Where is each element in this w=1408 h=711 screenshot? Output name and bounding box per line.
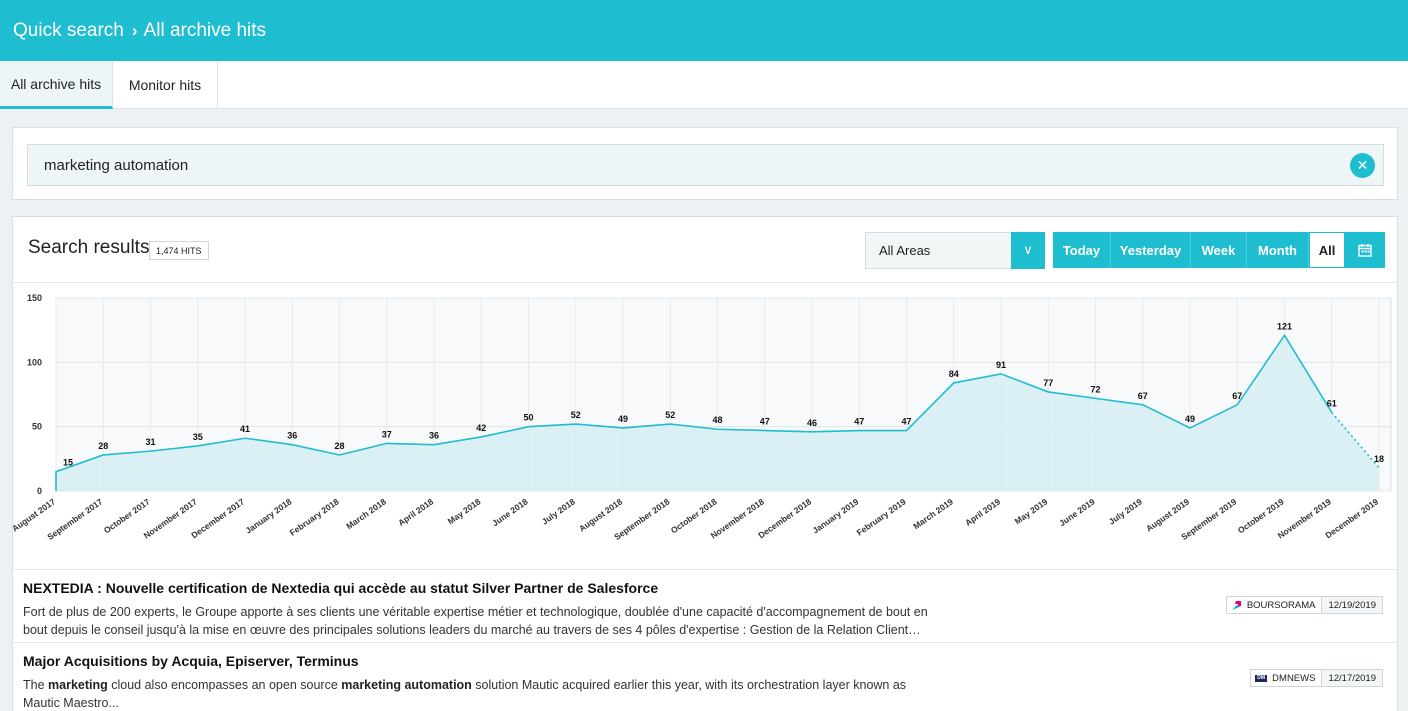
article-snippet: Fort de plus de 200 experts, le Groupe a…: [23, 605, 928, 637]
data-label: 47: [854, 417, 864, 427]
article-title[interactable]: Major Acquisitions by Acquia, Episerver,…: [23, 653, 359, 669]
x-tick-label: January 2018: [244, 496, 294, 535]
highlight-term: marketing automation: [341, 678, 472, 692]
data-label: 48: [712, 415, 722, 425]
x-tick-label: December 2018: [756, 496, 813, 540]
data-label: 50: [523, 413, 533, 423]
calendar-icon[interactable]: [1345, 232, 1385, 268]
header-bar: Quick search › All archive hits: [0, 0, 1408, 61]
article-snippet: The marketing cloud also encompasses an …: [23, 678, 907, 710]
data-label: 52: [665, 410, 675, 420]
article-title[interactable]: NEXTEDIA : Nouvelle certification de Nex…: [23, 580, 659, 596]
data-label: 28: [98, 441, 108, 451]
data-label: 36: [287, 431, 297, 441]
results-panel: Search results 1,474 HITS All Areas ∨ To…: [12, 216, 1398, 711]
list-item[interactable]: Major Acquisitions by Acquia, Episerver,…: [13, 642, 1397, 711]
data-label: 67: [1232, 391, 1242, 401]
data-label: 36: [429, 431, 439, 441]
results-title: Search results: [28, 237, 150, 258]
source-name: DMNEWS: [1272, 672, 1316, 684]
list-item[interactable]: NEXTEDIA : Nouvelle certification de Nex…: [13, 569, 1397, 642]
x-tick-label: April 2018: [396, 496, 435, 528]
clear-search-icon[interactable]: ✕: [1350, 153, 1375, 178]
breadcrumb-current: All archive hits: [143, 19, 267, 41]
data-label: 28: [334, 441, 344, 451]
x-tick-label: July 2019: [1107, 496, 1144, 526]
tab-all-archive-hits[interactable]: All archive hits: [0, 61, 113, 109]
data-label: 41: [240, 424, 250, 434]
data-label: 46: [807, 418, 817, 428]
area-select-value: All Areas: [879, 243, 931, 258]
dmnews-logo-icon: DM: [1255, 674, 1268, 682]
article-date: 12/17/2019: [1322, 670, 1382, 686]
tab-bar: All archive hits Monitor hits: [0, 61, 1408, 109]
data-label: 47: [901, 417, 911, 427]
x-tick-label: December 2019: [1323, 496, 1380, 540]
x-tick-label: December 2017: [189, 496, 246, 540]
x-tick-label: August 2017: [13, 496, 57, 533]
range-week-button[interactable]: Week: [1191, 232, 1247, 268]
range-yesterday-button[interactable]: Yesterday: [1111, 232, 1191, 268]
data-label: 37: [382, 429, 392, 439]
data-label: 84: [949, 369, 959, 379]
article-date: 12/19/2019: [1322, 597, 1382, 613]
search-box: ✕: [27, 144, 1384, 186]
data-label: 67: [1138, 391, 1148, 401]
source-badge: BOURSORAMA 12/19/2019: [1225, 596, 1383, 614]
y-tick-label: 0: [37, 486, 42, 496]
x-tick-label: March 2018: [344, 496, 388, 531]
hits-chart: 0 50 100 150 15 28 31 35 41 36 28 37 36 42 50 52 49 52 48 4…: [13, 284, 1397, 569]
y-tick-label: 100: [27, 357, 42, 367]
data-label: 61: [1327, 399, 1337, 409]
data-label: 35: [193, 432, 203, 442]
breadcrumb-root[interactable]: Quick search: [13, 19, 124, 41]
source-badge: DM DMNEWS 12/17/2019: [1250, 669, 1383, 687]
data-label: 72: [1090, 384, 1100, 394]
data-label: 121: [1277, 321, 1292, 331]
date-range-group: Today Yesterday Week Month All: [1053, 232, 1385, 268]
x-tick-label: May 2019: [1013, 496, 1050, 526]
data-label: 42: [476, 423, 486, 433]
x-tick-label: March 2019: [911, 496, 955, 531]
tab-monitor-hits[interactable]: Monitor hits: [113, 61, 218, 109]
range-today-button[interactable]: Today: [1053, 232, 1111, 268]
results-header: Search results 1,474 HITS All Areas ∨ To…: [13, 217, 1397, 283]
x-tick-label: June 2019: [1057, 496, 1097, 528]
x-tick-label: July 2018: [540, 496, 577, 526]
data-label: 31: [145, 437, 155, 447]
source-name: BOURSORAMA: [1246, 599, 1316, 611]
x-tick-label: May 2018: [446, 496, 483, 526]
data-label: 91: [996, 360, 1006, 370]
chevron-right-icon: ›: [131, 20, 138, 40]
x-tick-label: August 2018: [577, 496, 624, 533]
highlight-term: marketing: [48, 678, 108, 692]
x-tick-label: January 2019: [811, 496, 861, 535]
area-select[interactable]: All Areas ∨: [865, 231, 1045, 269]
boursorama-logo-icon: [1231, 600, 1241, 610]
x-tick-label: February 2019: [855, 496, 908, 537]
series-line: [55, 333, 1333, 491]
chevron-down-icon[interactable]: ∨: [1011, 231, 1045, 269]
range-all-button[interactable]: All: [1309, 232, 1345, 268]
y-tick-label: 150: [27, 293, 42, 303]
hits-chart-svg: 0 50 100 150 15 28 31 35 41 36 28 37 36 42 50 52 49 52 48 4…: [13, 293, 1392, 542]
search-input[interactable]: [28, 156, 1328, 174]
series-line-projected: [1331, 411, 1380, 469]
range-month-button[interactable]: Month: [1247, 232, 1309, 268]
area-fill: [56, 335, 1379, 491]
x-tick-label: August 2019: [1144, 496, 1191, 533]
data-label: 47: [760, 417, 770, 427]
data-label: 18: [1374, 454, 1384, 464]
data-label: 49: [618, 414, 628, 424]
data-label: 52: [571, 410, 581, 420]
x-tick-label: April 2019: [963, 496, 1002, 528]
x-tick-label: February 2018: [288, 496, 341, 537]
data-label: 15: [63, 458, 73, 468]
data-label: 77: [1043, 378, 1053, 388]
x-tick-label: June 2018: [490, 496, 530, 528]
data-label: 49: [1185, 414, 1195, 424]
y-tick-label: 50: [32, 422, 42, 432]
hits-count-badge: 1,474 HITS: [149, 241, 209, 260]
search-panel: ✕: [12, 127, 1398, 200]
